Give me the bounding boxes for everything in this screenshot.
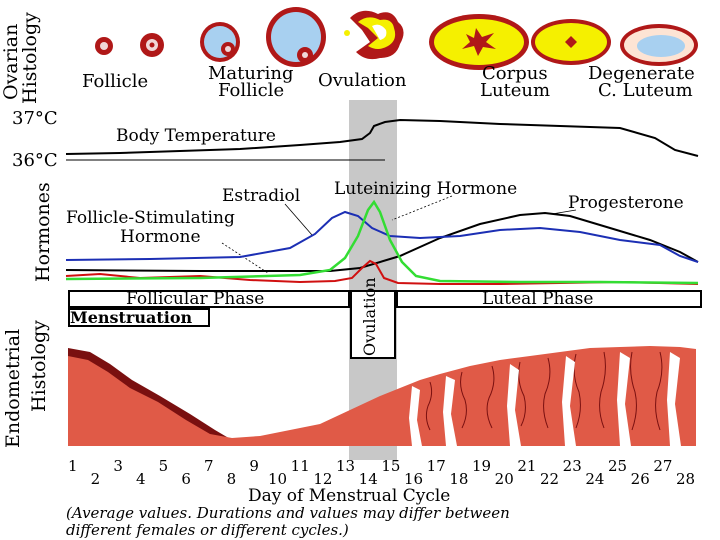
- estradiol-leader: [284, 203, 313, 236]
- day-tick-3: 3: [113, 457, 123, 475]
- endometrial-gaps: [409, 352, 681, 446]
- fsh-label-2: Hormone: [120, 227, 201, 247]
- corpus-luteum-label-1: Corpus: [482, 63, 548, 84]
- follicle-label: Follicle: [82, 71, 149, 92]
- progesterone-label: Progesterone: [568, 193, 684, 213]
- day-tick-6: 6: [181, 470, 191, 488]
- fsh-curve: [65, 259, 699, 285]
- ovulation-follicle-icon: [344, 10, 404, 60]
- day-tick-13: 13: [336, 457, 356, 475]
- day-tick-5: 5: [158, 457, 169, 475]
- day-tick-17: 17: [426, 457, 446, 475]
- day-tick-19: 19: [472, 457, 492, 475]
- day-tick-16: 16: [404, 470, 424, 488]
- menstruation-bar: [68, 308, 210, 327]
- footnote-line-1: (Average values. Durations and values ma…: [66, 504, 510, 522]
- degenerate-corpus-luteum-icon: [620, 24, 698, 66]
- day-tick-8: 8: [226, 470, 237, 488]
- luteal-phase-label: Luteal Phase: [482, 289, 594, 309]
- day-tick-14: 14: [358, 470, 378, 488]
- endometrium-tissue: [68, 346, 696, 446]
- day-tick-12: 12: [313, 470, 333, 488]
- maturing-follicle-label-2: Follicle: [218, 80, 285, 101]
- temp-37-label: 37°C: [12, 108, 58, 129]
- lh-label: Luteinizing Hormone: [334, 179, 518, 199]
- day-tick-26: 26: [630, 470, 650, 488]
- maturing-follicle-large-icon: [266, 7, 326, 67]
- degenerate-label-2: C. Luteum: [598, 80, 693, 101]
- day-tick-2: 2: [90, 470, 101, 488]
- progesterone-curve: [65, 211, 699, 272]
- lh-leader: [391, 195, 453, 221]
- ovulation-stage-label: Ovulation: [318, 70, 407, 91]
- primary-follicle-icon: [95, 37, 113, 55]
- fsh-label-1: Follicle-Stimulating: [66, 208, 235, 228]
- day-tick-25: 25: [608, 457, 628, 475]
- day-tick-23: 23: [562, 457, 582, 475]
- day-tick-9: 9: [249, 457, 259, 475]
- day-tick-11: 11: [290, 457, 310, 475]
- day-tick-7: 7: [204, 457, 214, 475]
- corpus-luteum-label-2: Luteum: [480, 80, 551, 101]
- maturing-follicle-small-icon: [200, 22, 240, 62]
- lh-curve: [65, 199, 699, 285]
- x-axis-title: Day of Menstrual Cycle: [248, 486, 451, 506]
- curves-plot: [65, 118, 699, 285]
- day-tick-24: 24: [585, 470, 605, 488]
- day-tick-28: 28: [676, 470, 696, 488]
- follicular-phase-bar: [68, 290, 350, 308]
- day-tick-22: 22: [540, 470, 560, 488]
- menstruation-label: Menstruation: [70, 308, 193, 327]
- day-tick-1: 1: [68, 457, 78, 475]
- footnote-line-2: different females or different cycles.): [66, 521, 349, 539]
- follicular-phase-label: Follicular Phase: [126, 289, 265, 309]
- estradiol-label: Estradiol: [222, 186, 301, 206]
- ovulation-bar: [350, 290, 396, 359]
- day-tick-4: 4: [136, 470, 146, 488]
- body-temperature-label: Body Temperature: [116, 126, 276, 146]
- day-tick-10: 10: [268, 470, 288, 488]
- body-temperature-curve: [65, 118, 699, 157]
- maturing-follicle-label-1: Maturing: [208, 63, 294, 84]
- temp-36-label: 36°C: [12, 150, 58, 171]
- day-tick-15: 15: [381, 457, 401, 475]
- estradiol-curve: [65, 210, 699, 263]
- corpus-luteum-icon: [429, 14, 529, 70]
- day-tick-20: 20: [494, 470, 514, 488]
- corpus-luteum-early-degeneration-icon: [531, 19, 611, 65]
- luteal-phase-bar: [396, 290, 702, 308]
- day-tick-21: 21: [517, 457, 537, 475]
- day-tick-18: 18: [449, 470, 469, 488]
- fsh-leader: [221, 242, 269, 274]
- day-tick-27: 27: [653, 457, 673, 475]
- growing-follicle-icon: [140, 33, 164, 57]
- degenerate-label-1: Degenerate: [588, 63, 695, 84]
- ovarian-illustrations: [95, 7, 698, 70]
